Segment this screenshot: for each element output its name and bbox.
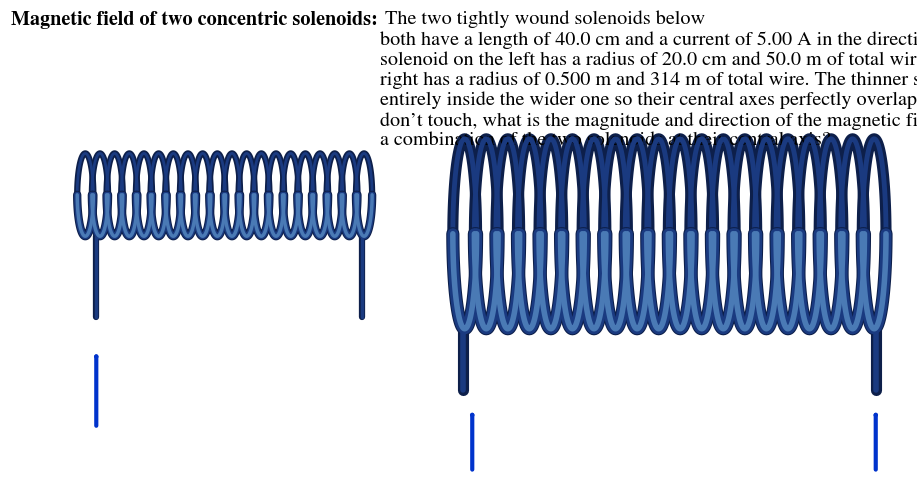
Text: Magnetic field of two concentric solenoids:: Magnetic field of two concentric solenoi… — [11, 11, 378, 29]
Text: The two tightly wound solenoids below
both have a length of 40.0 cm and a curren: The two tightly wound solenoids below bo… — [380, 11, 917, 150]
